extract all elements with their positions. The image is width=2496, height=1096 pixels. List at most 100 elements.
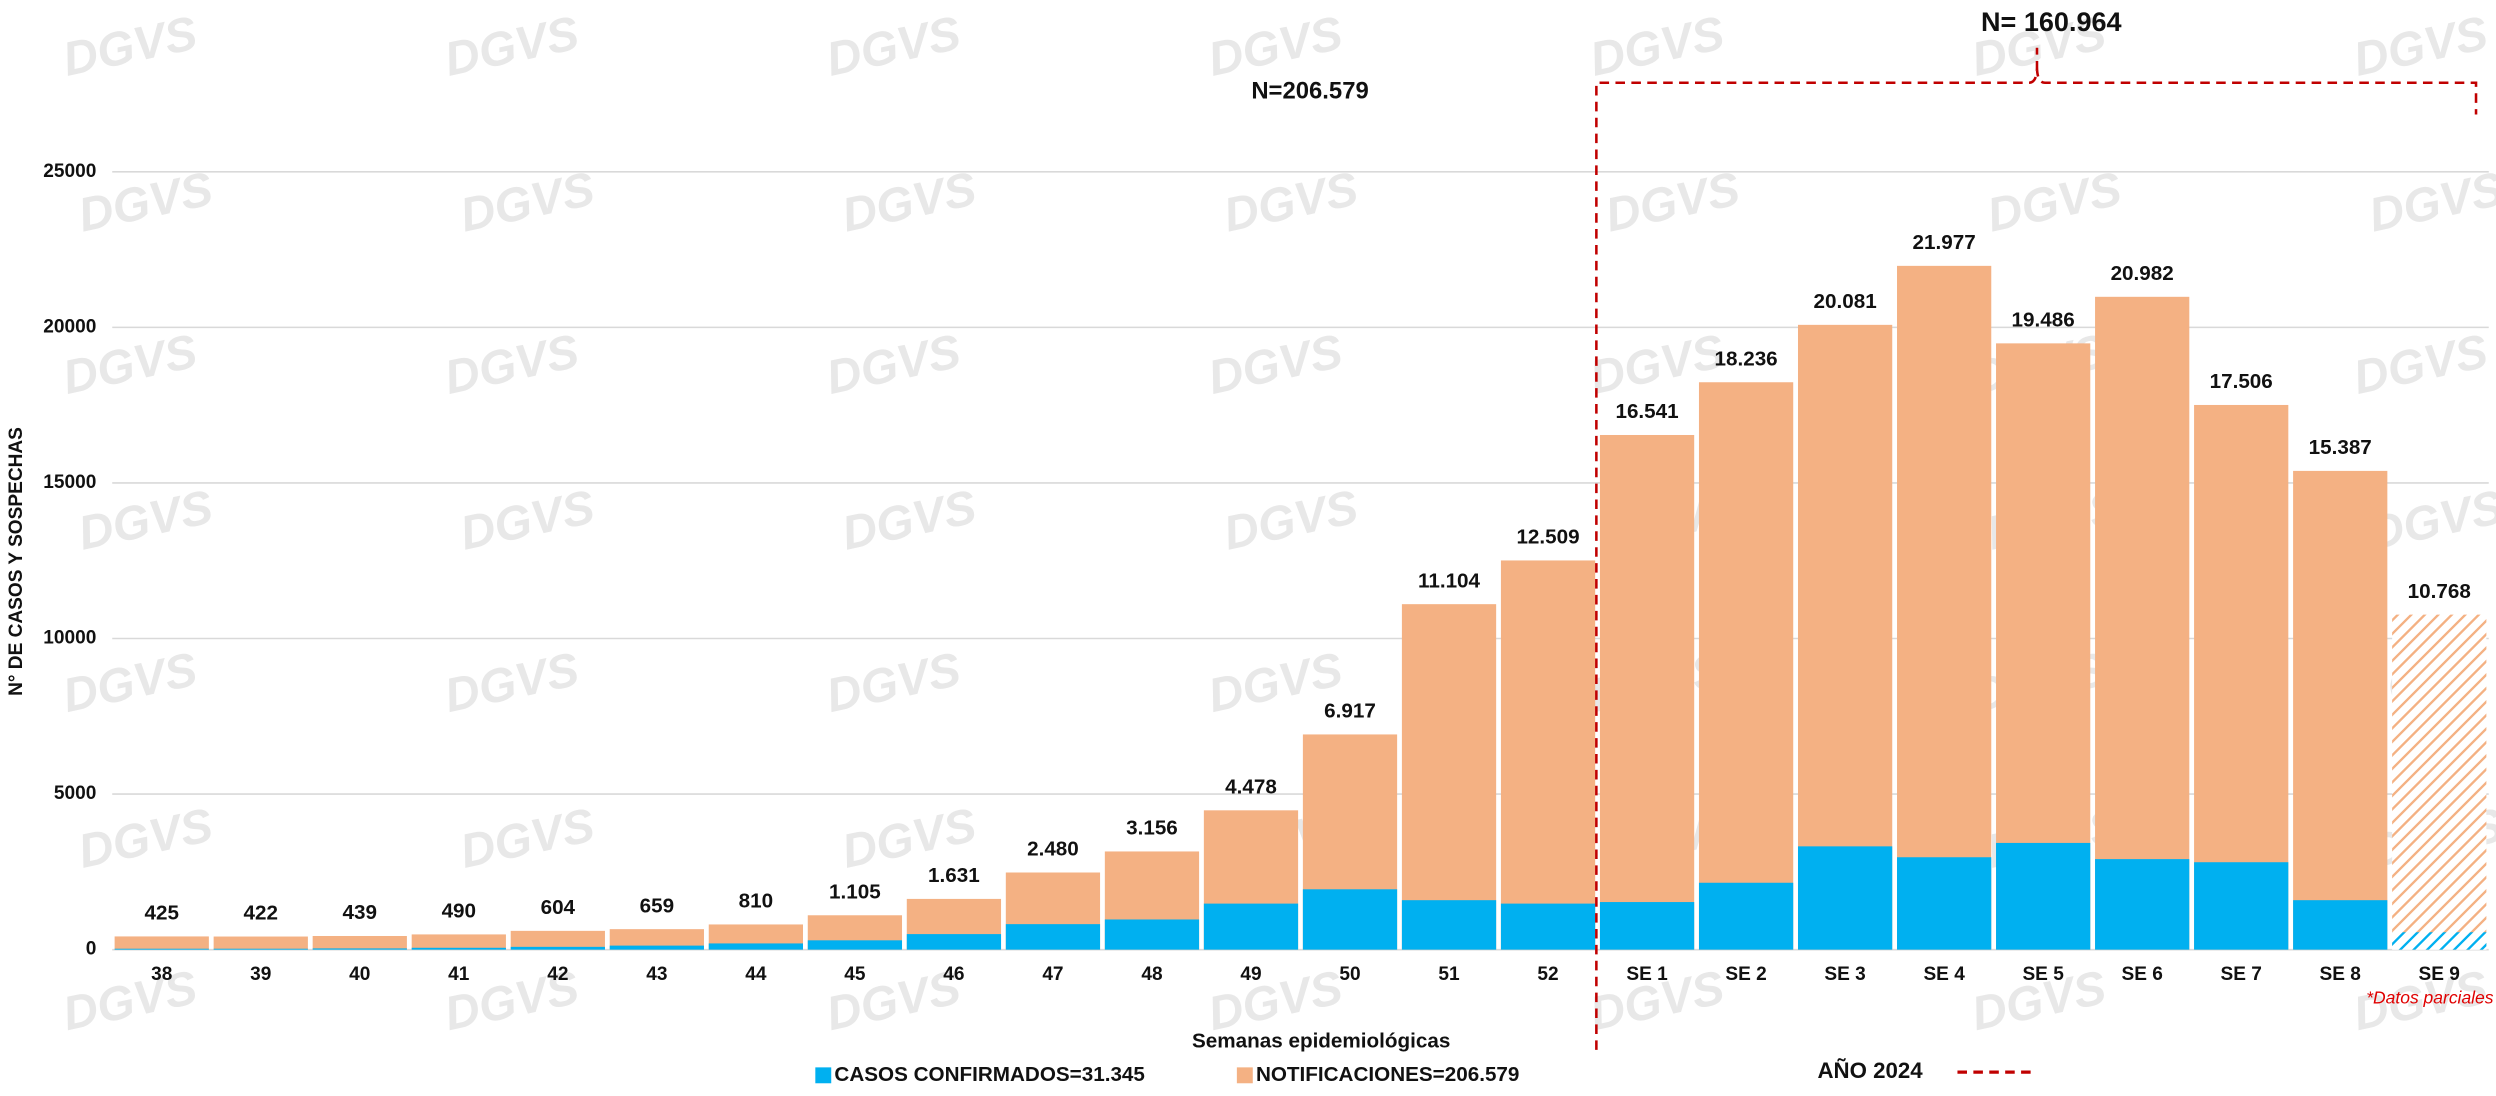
bar (510, 930, 605, 950)
x-tick-label: 42 (547, 964, 568, 985)
bar (114, 936, 209, 950)
x-tick-label: 43 (646, 964, 667, 985)
x-axis-label: Semanas epidemiológicas (1192, 1029, 1450, 1052)
watermark: DGVS (838, 481, 981, 561)
bar (609, 945, 704, 950)
bar (906, 934, 1002, 950)
bar (2392, 614, 2487, 950)
bar (1797, 324, 1893, 950)
x-tick-label: SE 7 (2221, 964, 2262, 985)
legend-swatch (1236, 1067, 1253, 1084)
watermark: DGVS (58, 7, 201, 87)
value-label: 3.156 (1126, 817, 1178, 840)
watermark: DGVS (58, 961, 201, 1041)
x-tick-label: SE 6 (2121, 964, 2162, 985)
bar (2293, 900, 2388, 950)
value-label: 17.506 (2210, 370, 2273, 393)
bar (510, 946, 605, 950)
watermark: DGVS (1585, 7, 1728, 87)
x-tick-label: 45 (844, 964, 866, 985)
bar (1302, 889, 1398, 950)
value-label: 18.236 (1714, 347, 1777, 370)
x-tick-label: 51 (1438, 964, 1460, 985)
value-label: 422 (244, 902, 278, 925)
bar (609, 929, 704, 950)
bar (2095, 859, 2190, 950)
y-tick-label: 15000 (43, 472, 96, 493)
value-label: 4.478 (1225, 776, 1277, 799)
value-label: 810 (739, 890, 773, 913)
watermark: DGVS (822, 325, 965, 405)
bar (2194, 404, 2289, 950)
watermark: DGVS (822, 7, 965, 87)
value-label: 21.977 (1913, 231, 1976, 254)
value-label: 490 (442, 900, 476, 923)
x-tick-label: SE 3 (1824, 964, 1865, 985)
watermark: DGVS (822, 643, 965, 723)
bar (114, 948, 209, 950)
watermark: DGVS (456, 162, 599, 242)
bar (1500, 560, 1596, 950)
bars: 38 425 39 422 40 439 41 490 42 604 43 659 44 810 45 1.1… (114, 231, 2487, 985)
bar (708, 943, 803, 950)
y-tick-label: 0 (86, 939, 97, 960)
watermark: DGVS (58, 643, 201, 723)
x-tick-label: SE 5 (2022, 964, 2064, 985)
bar (1996, 842, 2091, 950)
watermark: DGVS (440, 7, 583, 87)
x-tick-label: 40 (349, 964, 370, 985)
y-axis-label: N° DE CASOS Y SOSPECHAS (6, 427, 27, 696)
bar (2392, 932, 2487, 950)
watermark: DGVS (456, 481, 599, 561)
bar (1500, 903, 1596, 950)
bar (411, 934, 506, 950)
x-tick-label: 44 (745, 964, 767, 985)
legend-label: CASOS CONFIRMADOS=31.345 (834, 1063, 1145, 1086)
bar (1698, 882, 1794, 950)
watermark: DGVS (2365, 162, 2496, 242)
x-tick-label: 52 (1537, 964, 1558, 985)
value-label: 604 (541, 896, 576, 919)
watermark: DGVS (838, 162, 981, 242)
watermark: DGVS (1204, 7, 1347, 87)
bar (1897, 857, 1992, 950)
watermark: DGVS (2349, 7, 2492, 87)
value-label: 6.917 (1324, 700, 1376, 723)
value-label: 12.509 (1516, 526, 1579, 549)
bar (1104, 919, 1200, 950)
x-tick-label: SE 8 (2320, 964, 2362, 985)
x-tick-label: 48 (1141, 964, 1163, 985)
x-tick-label: 46 (943, 964, 964, 985)
annotation: N= 160.964 (1981, 7, 2122, 37)
x-tick-label: SE 4 (1923, 964, 1965, 985)
bar (1698, 382, 1794, 950)
value-label: 2.480 (1027, 838, 1079, 861)
y-tick-label: 20000 (43, 316, 96, 337)
value-label: 16.541 (1615, 400, 1678, 423)
watermark: DGVS (440, 325, 583, 405)
watermark: DGVS (1983, 162, 2126, 242)
value-label: 425 (145, 902, 179, 925)
bar (312, 948, 407, 950)
x-tick-label: 38 (151, 964, 173, 985)
bar (1203, 903, 1299, 950)
watermark: DGVS (74, 799, 217, 879)
x-tick-label: 41 (448, 964, 470, 985)
annotation: *Datos parciales (2366, 988, 2494, 1008)
bar (807, 940, 903, 950)
bar (2293, 470, 2388, 950)
y-tick-label: 5000 (54, 783, 96, 804)
bar (312, 935, 407, 950)
watermark: DGVS (1219, 162, 1362, 242)
grid: 0 5000 10000 15000 20000 25000 (43, 161, 2489, 960)
bar (1599, 902, 1695, 950)
x-tick-label: SE 9 (2419, 964, 2460, 985)
y-tick-label: 25000 (43, 161, 96, 182)
watermark: DGVS (2349, 325, 2492, 405)
annotation: AÑO 2024 (1817, 1058, 1923, 1083)
value-label: 11.104 (1418, 569, 1481, 592)
bar (1401, 900, 1497, 950)
bar (213, 936, 308, 950)
watermark: DGVS (1204, 325, 1347, 405)
